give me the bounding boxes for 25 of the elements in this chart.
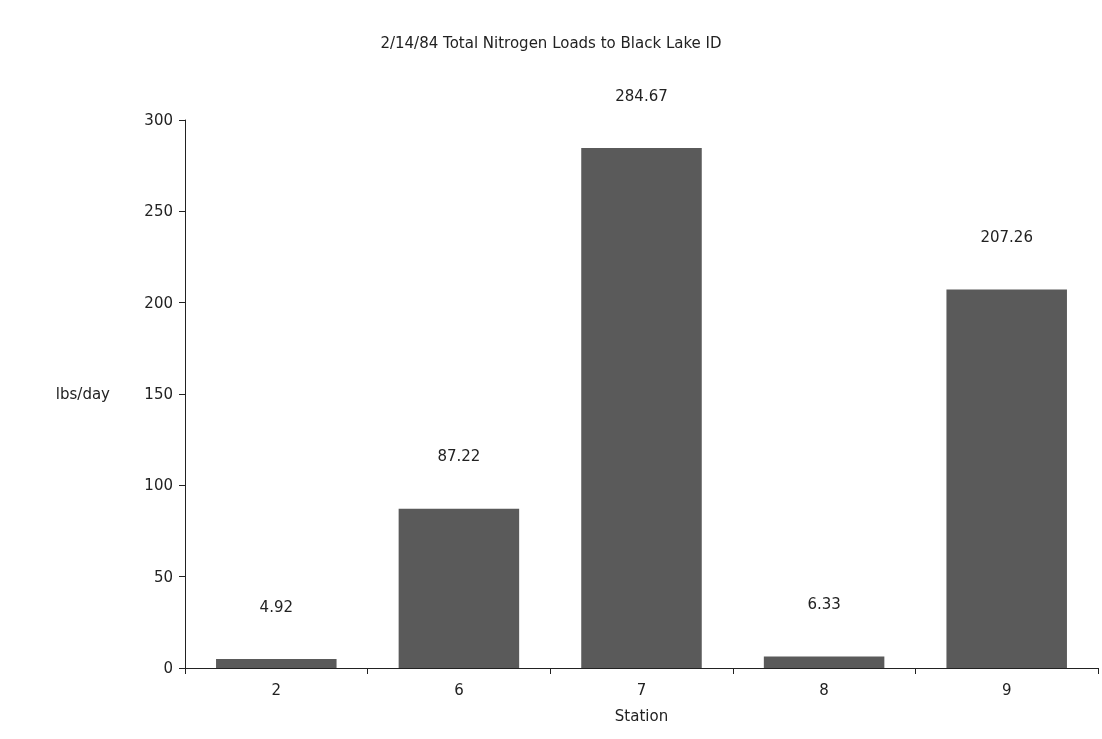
y-tick-label: 150 — [144, 385, 173, 403]
x-tick-label: 2 — [271, 680, 282, 699]
y-tick-label: 0 — [163, 659, 173, 677]
y-tick-label: 250 — [144, 202, 173, 221]
data-label: 284.67 — [615, 86, 668, 105]
y-tick-label: 200 — [144, 293, 173, 312]
data-label: 87.22 — [437, 447, 481, 466]
data-label: 207.26 — [980, 227, 1033, 246]
bar — [763, 656, 885, 668]
x-tick-label: 9 — [1001, 680, 1012, 699]
x-axis-title: Station — [614, 706, 669, 725]
y-tick-label: 300 — [144, 111, 173, 129]
y-tick-label: 100 — [144, 476, 173, 495]
data-label: 4.92 — [259, 597, 293, 616]
data-label: 6.33 — [807, 594, 841, 613]
bar — [946, 289, 1067, 668]
x-tick-label: 6 — [454, 680, 464, 699]
bar — [398, 508, 520, 668]
bar — [581, 148, 702, 668]
x-tick-label: 7 — [636, 680, 647, 699]
chart-title: 2/14/84 Total Nitrogen Loads to Black Lake ID — [380, 33, 722, 52]
x-tick-label: 8 — [819, 680, 829, 699]
bar — [216, 659, 337, 668]
y-axis-title: lbs/day — [55, 385, 111, 403]
y-tick-label: 50 — [153, 567, 173, 586]
